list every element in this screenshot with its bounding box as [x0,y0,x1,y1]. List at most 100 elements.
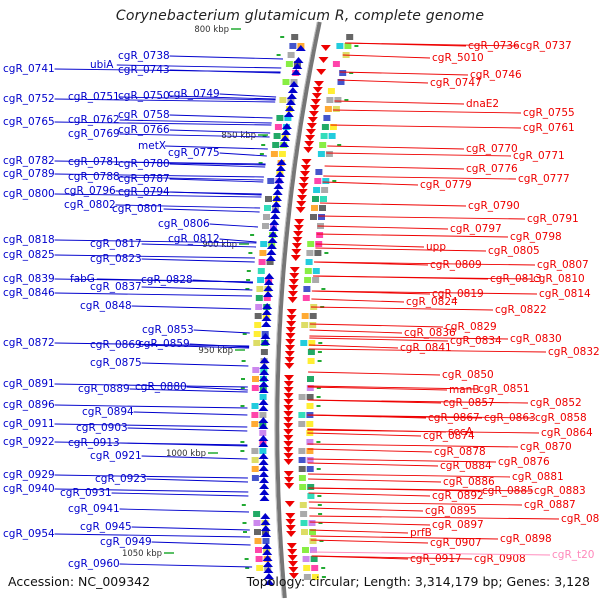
gene-annotation-block [260,241,268,247]
gene-label: cgR_0881 [512,471,564,483]
gene-label: cgR_0836 [404,327,456,339]
gene-annotation-block [276,115,284,121]
footer: Accession: NC_009342 Topology: circular;… [8,574,590,589]
leader-line [133,411,248,416]
gene-annotation-block [306,403,314,409]
gene-marker [244,558,249,560]
gene-annotation-block [308,340,316,346]
leader-line [339,71,469,76]
forward-gene-arrow [268,225,279,231]
gene-annotation-block [259,394,267,400]
leader-line [307,386,448,391]
gene-label: cgR_0741 [3,63,55,75]
forward-gene-arrow [258,405,269,411]
reverse-gene-arrow [286,543,297,549]
gene-label: cgR_0888 [561,513,600,525]
leader-line [317,225,449,230]
gene-annotation-block [334,97,342,103]
scale-label: 800 kbp [194,25,229,35]
gene-label: cgR_0769 [68,128,120,140]
gene-marker [241,504,246,506]
leader-line [129,388,248,393]
gene-annotation-block [306,439,314,445]
gene-marker [240,441,245,443]
gene-label: cgR_0761 [523,122,575,134]
gene-annotation-block [266,259,274,265]
gene-annotation-block [321,124,329,130]
gene-label: cgR_0810 [533,273,585,285]
reverse-gene-arrow [304,141,315,147]
gene-marker [240,405,245,407]
gene-annotation-block [260,349,268,355]
gene-annotation-block [298,457,306,463]
leader-line [307,429,540,434]
gene-annotation-block [306,250,314,256]
gene-marker [259,153,264,155]
gene-annotation-block [317,151,325,157]
gene-marker [316,396,321,398]
gene-annotation-block [291,34,299,40]
gene-annotation-block [320,133,328,139]
reverse-gene-arrow [292,237,303,243]
gene-annotation-block [307,358,315,364]
forward-gene-arrow [260,333,271,339]
gene-label: cgR_0931 [60,487,112,499]
reverse-gene-arrow [283,387,294,393]
gene-label: cgR_0907 [430,537,482,549]
leader-line [309,521,431,526]
gene-annotation-block [256,286,264,292]
leader-line [322,181,419,186]
forward-gene-arrow [265,255,276,261]
leader-line [307,473,511,478]
gene-label: cgR_0903 [76,422,128,434]
forward-gene-arrow [293,57,304,63]
gene-label: manB [449,384,480,396]
leader-line [308,501,523,506]
gene-label: cgR_0889 [78,383,130,395]
gene-annotation-block [303,565,311,571]
reverse-gene-arrow [283,447,294,453]
leader-line [54,239,257,244]
gene-label: cgR_0878 [434,446,486,458]
leader-line [54,173,264,178]
forward-gene-arrow [258,459,269,465]
forward-gene-arrow [266,249,277,255]
gene-marker [245,567,250,569]
gene-annotation-block [309,529,316,535]
gene-annotation-block [313,187,321,193]
gene-label: cgR_0922 [3,436,55,448]
reverse-gene-arrow [306,129,316,135]
gene-annotation-block [310,556,318,562]
gene-label: cgR_0766 [118,124,170,136]
gene-annotation-block [306,421,314,427]
leader-line [192,279,253,284]
gene-label: metX [138,140,166,152]
forward-gene-arrow [275,165,286,171]
leader-line [119,96,276,101]
reverse-gene-arrow [284,357,295,363]
gene-annotation-block [298,466,306,472]
leader-line [332,109,522,114]
forward-gene-arrow [258,399,269,405]
forward-gene-arrow [258,381,269,387]
gene-annotation-block [255,295,263,301]
gene-annotation-block [289,43,297,49]
gene-annotation-block [253,511,261,517]
leader-line [169,95,276,100]
gene-label: cgR_0853 [142,324,194,336]
gene-label: cgR_0960 [68,558,120,570]
leader-line [209,223,259,228]
gene-label: cgR_t20 [552,549,594,561]
leader-line [54,98,276,103]
reverse-gene-arrow [309,105,320,111]
gene-annotation-block [257,268,265,274]
gene-label: cgR_0892 [432,490,484,502]
leader-line [311,290,538,295]
leader-line [119,442,248,447]
gene-annotation-block [307,349,315,355]
gene-annotation-block [312,196,319,202]
forward-gene-arrow [258,441,269,447]
forward-gene-arrow [260,513,271,519]
gene-annotation-block [306,457,314,463]
